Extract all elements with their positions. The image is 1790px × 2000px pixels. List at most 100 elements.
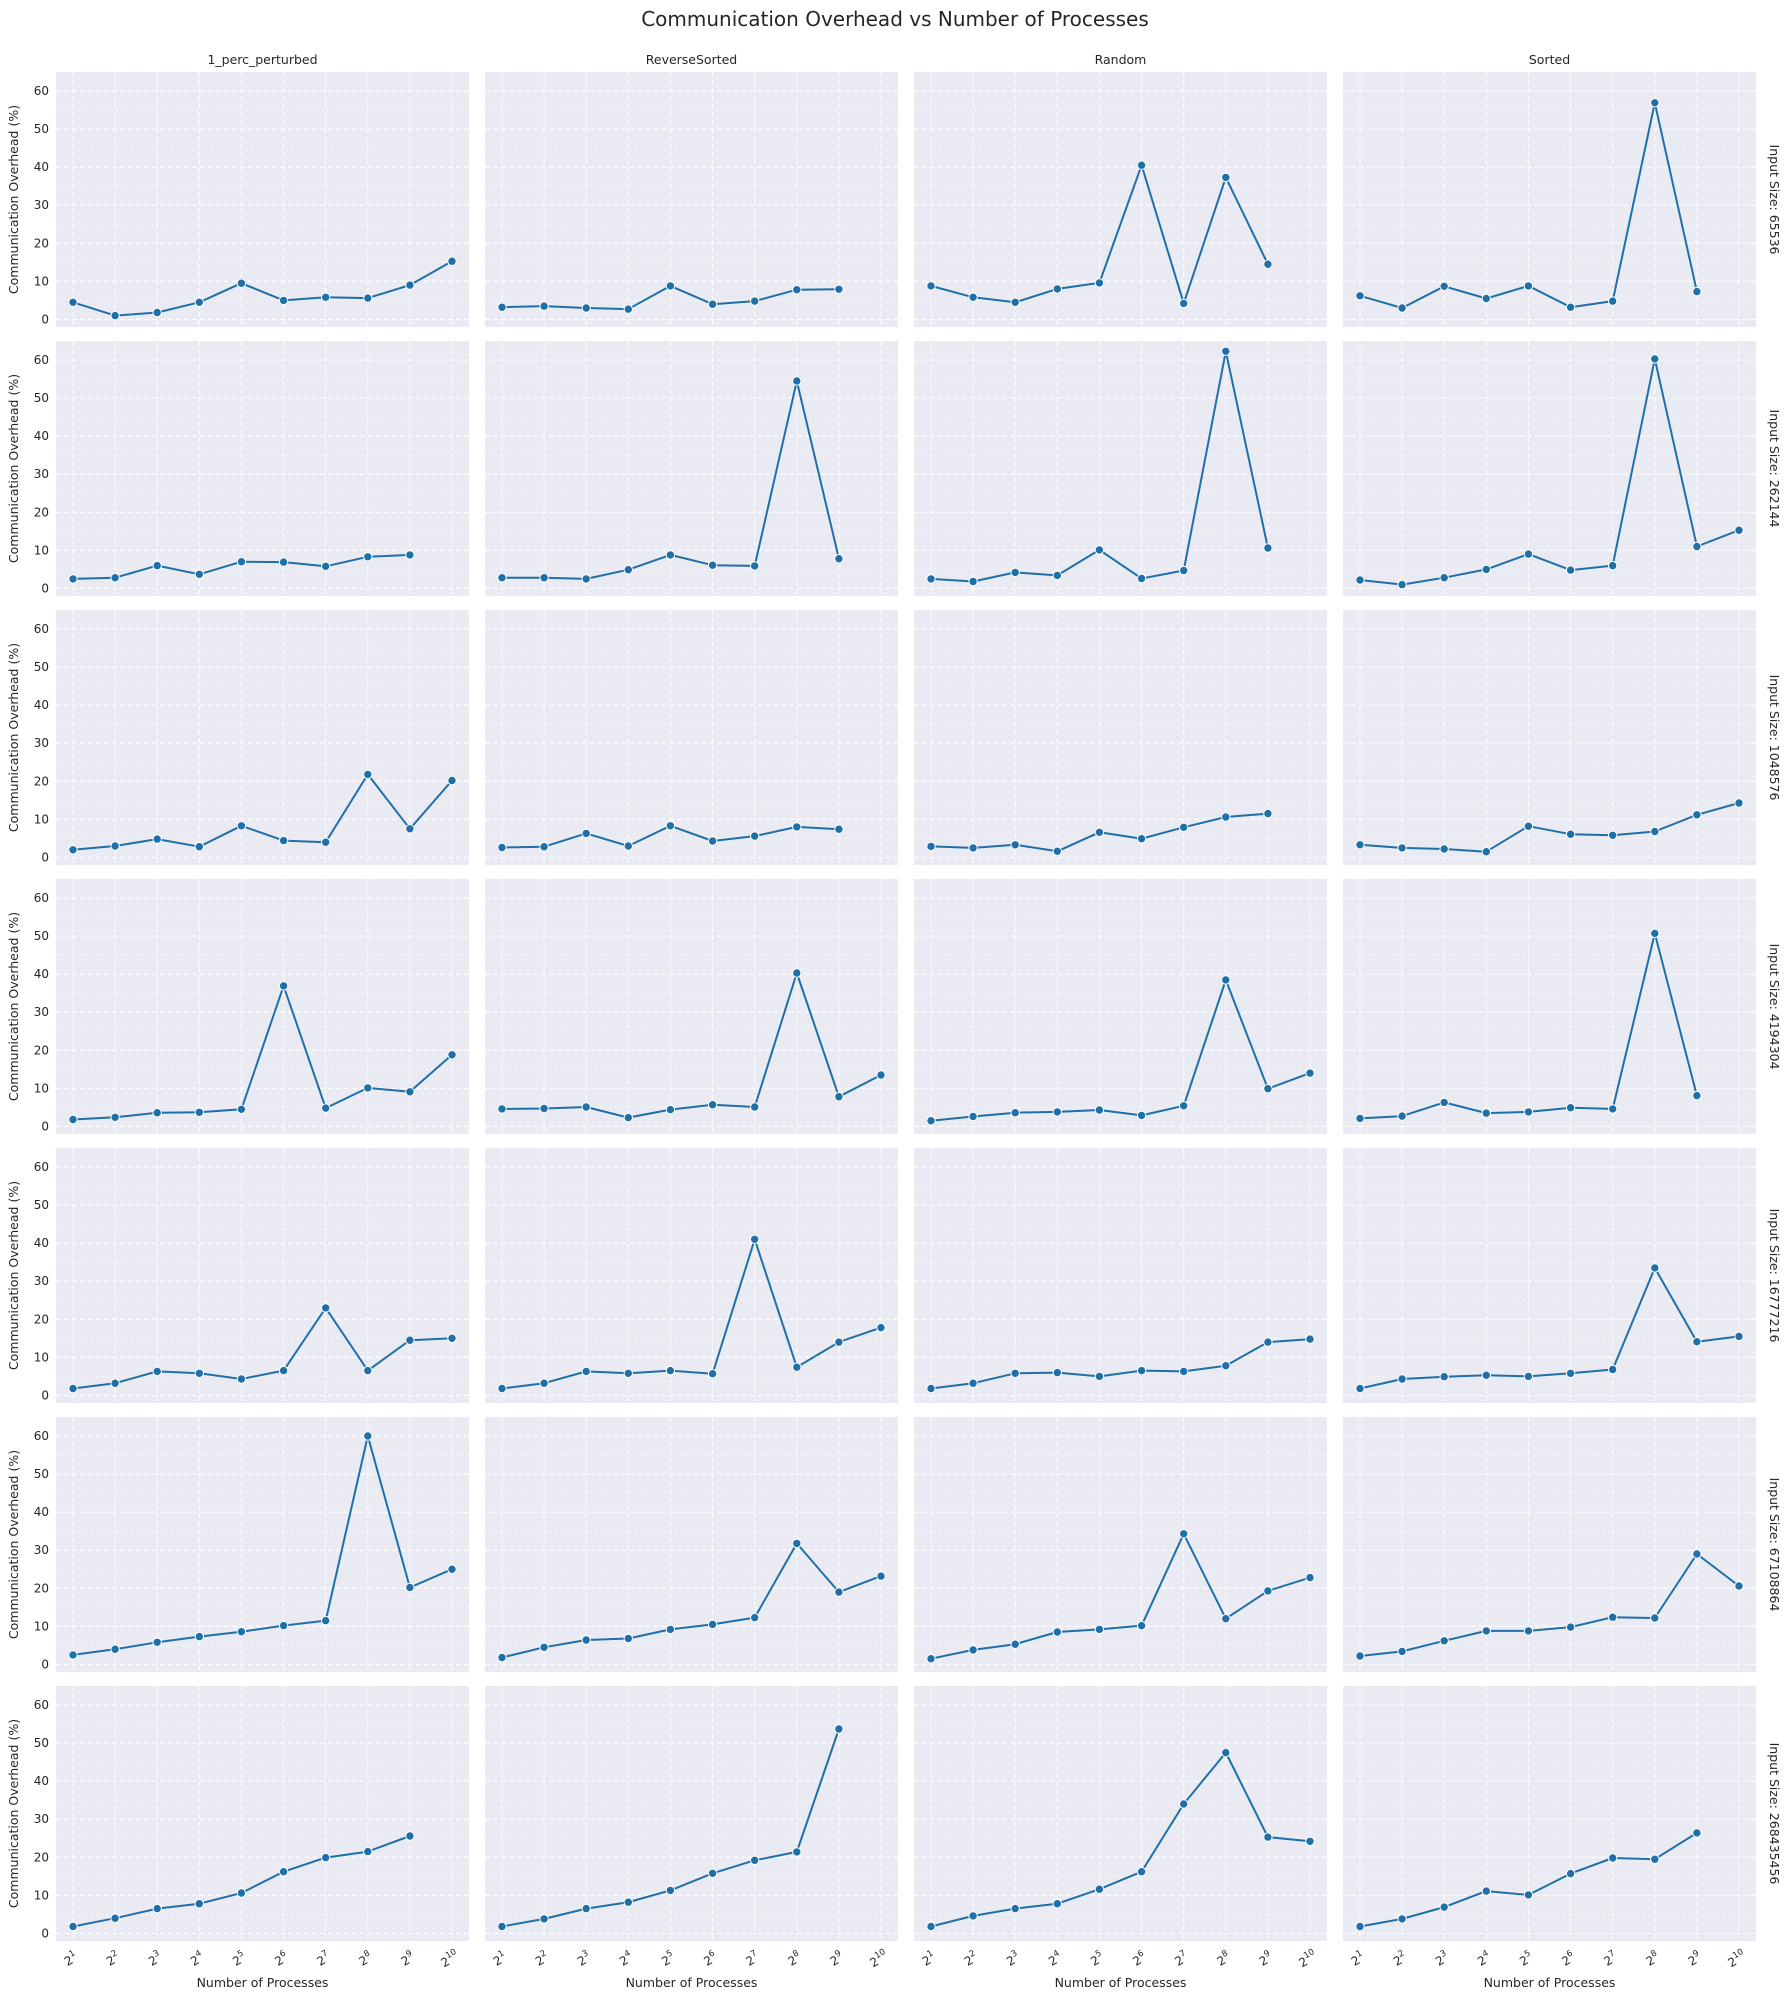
facet-panel: 0 10 20 30 40 50 60 Communication Overhead (%)	[6, 1148, 469, 1403]
panel-background	[914, 72, 1327, 327]
data-point	[405, 550, 415, 560]
data-point	[1397, 1914, 1407, 1924]
y-tick-label: 50	[34, 1736, 49, 1750]
data-point	[1355, 1651, 1365, 1661]
x-tick-label: 23	[145, 1948, 164, 1968]
data-point	[876, 1571, 886, 1581]
data-point	[152, 1366, 162, 1377]
data-point	[926, 841, 936, 852]
data-point	[539, 1914, 549, 1924]
data-point	[581, 574, 591, 584]
data-point	[1010, 1368, 1020, 1379]
y-tick-label: 10	[34, 812, 49, 826]
panel-background	[56, 72, 469, 327]
facet-panel	[914, 1148, 1327, 1403]
data-point	[968, 1378, 978, 1388]
data-point	[1397, 1111, 1407, 1121]
data-point	[834, 284, 844, 294]
data-point	[497, 1383, 507, 1394]
data-point	[1481, 1370, 1492, 1380]
data-point	[623, 1633, 633, 1644]
x-tick-label: 28	[356, 1948, 375, 1968]
data-point	[1650, 1854, 1660, 1864]
facet-panel: 0 10 20 30 40 50 60 Communication Overhead (%) 1…	[6, 52, 469, 327]
data-point	[405, 1087, 415, 1097]
data-point	[1010, 297, 1020, 307]
panel-background	[1343, 610, 1756, 865]
data-point	[1734, 798, 1744, 808]
x-tick-label: 25	[658, 1948, 677, 1968]
panel-background	[1343, 879, 1756, 1134]
y-tick-label: 20	[34, 1312, 49, 1326]
data-point	[1094, 545, 1105, 555]
data-point	[1565, 1868, 1576, 1879]
x-tick-label: 24	[1045, 1948, 1064, 1968]
panel-background	[56, 1148, 469, 1403]
facet-panel: 0 10 20 30 40 50 60 Communication Overhead (%) 2…	[6, 1686, 469, 1990]
data-point	[1221, 1747, 1231, 1758]
data-point	[497, 842, 507, 853]
data-point	[581, 1102, 591, 1112]
y-tick-label: 50	[34, 660, 49, 674]
data-point	[194, 1107, 205, 1118]
data-point	[1481, 293, 1492, 304]
data-point	[792, 1847, 802, 1857]
y-tick-label: 30	[34, 1543, 49, 1557]
data-point	[1650, 1613, 1660, 1623]
data-point	[321, 1103, 331, 1113]
data-point	[321, 1852, 331, 1863]
y-axis-label: Communication Overhead (%)	[6, 1719, 21, 1908]
x-tick-label: 22	[1390, 1948, 1409, 1968]
data-point	[1355, 575, 1365, 585]
y-tick-label: 60	[34, 622, 49, 636]
column-title: 1_perc_perturbed	[207, 52, 317, 67]
data-point	[1263, 1832, 1273, 1842]
y-tick-label: 50	[34, 1198, 49, 1212]
data-point	[363, 552, 373, 562]
x-tick-label: 22	[532, 1948, 551, 1968]
data-point	[1136, 1867, 1147, 1877]
data-point	[1439, 1097, 1449, 1108]
data-point	[792, 822, 802, 832]
x-tick-label: 23	[574, 1948, 593, 1968]
data-point	[236, 821, 247, 831]
y-tick-label: 0	[41, 850, 49, 864]
data-point	[1523, 1890, 1534, 1900]
data-point	[539, 1103, 549, 1114]
x-tick-label: 24	[616, 1948, 635, 1968]
data-point	[1650, 928, 1660, 939]
data-point	[68, 1921, 78, 1932]
x-tick-label: 29	[1256, 1948, 1275, 1968]
data-point	[968, 1645, 978, 1655]
data-point	[665, 1885, 676, 1896]
data-point	[194, 842, 205, 852]
data-point	[363, 1431, 373, 1441]
data-point	[68, 845, 78, 855]
data-point	[1565, 1368, 1576, 1379]
data-point	[1650, 1263, 1660, 1273]
x-tick-label: 210	[867, 1947, 891, 1970]
x-tick-label: 21	[61, 1948, 80, 1968]
y-tick-label: 20	[34, 236, 49, 250]
data-point	[1179, 298, 1189, 309]
data-point	[1565, 302, 1576, 312]
data-point	[321, 561, 331, 571]
y-tick-label: 10	[34, 543, 49, 557]
data-point	[1179, 1529, 1189, 1539]
data-point	[623, 1897, 633, 1907]
x-tick-label: 210	[1296, 1947, 1320, 1970]
facet-panel	[485, 1148, 898, 1403]
y-tick-label: 60	[34, 891, 49, 905]
x-axis-label: Number of Processes	[197, 1975, 329, 1990]
x-tick-label: 21	[1348, 1948, 1367, 1968]
data-point	[665, 1365, 676, 1376]
y-tick-label: 50	[34, 391, 49, 405]
y-tick-label: 0	[41, 1657, 49, 1671]
data-point	[363, 1365, 373, 1376]
data-point	[1439, 1902, 1449, 1912]
data-point	[1608, 560, 1618, 571]
data-point	[707, 299, 718, 309]
y-tick-label: 40	[34, 1505, 49, 1519]
x-tick-label: 25	[1087, 1948, 1106, 1968]
facet-panel: 0 10 20 30 40 50 60 Communication Overhead (%)	[6, 879, 469, 1134]
